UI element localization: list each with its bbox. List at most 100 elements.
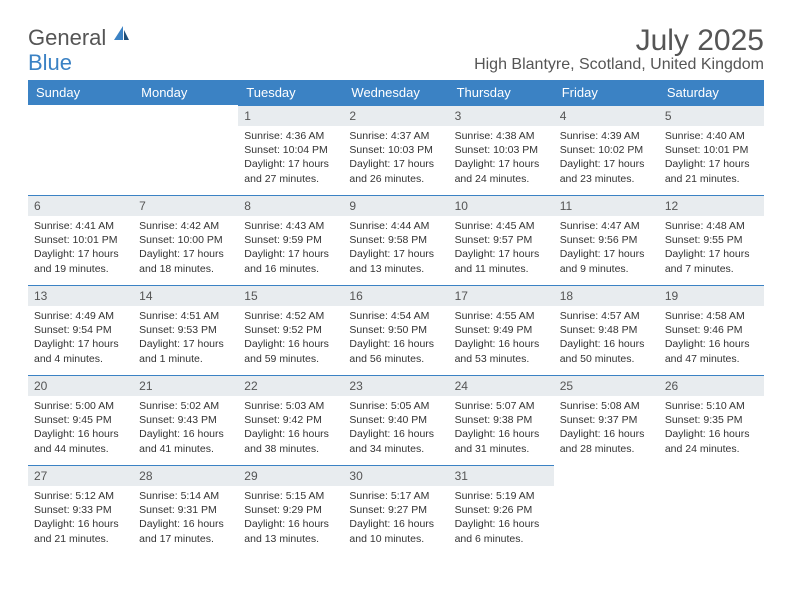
calendar-day-cell: 14Sunrise: 4:51 AMSunset: 9:53 PMDayligh… [133,285,238,375]
day-number: 5 [659,105,764,126]
day-details: Sunrise: 4:49 AMSunset: 9:54 PMDaylight:… [28,306,133,370]
sunset-text: Sunset: 9:42 PM [244,413,337,427]
day-details: Sunrise: 5:02 AMSunset: 9:43 PMDaylight:… [133,396,238,460]
sunrise-text: Sunrise: 5:10 AM [665,399,758,413]
calendar-day-cell: 28Sunrise: 5:14 AMSunset: 9:31 PMDayligh… [133,465,238,555]
day-number: 10 [449,195,554,216]
month-title: July 2025 [474,24,764,58]
day-number: 24 [449,375,554,396]
day-details: Sunrise: 5:15 AMSunset: 9:29 PMDaylight:… [238,486,343,550]
calendar-day-cell [554,465,659,555]
daylight-text: Daylight: 16 hours and 59 minutes. [244,337,337,365]
sunrise-text: Sunrise: 4:48 AM [665,219,758,233]
sunset-text: Sunset: 9:37 PM [560,413,653,427]
sunset-text: Sunset: 9:55 PM [665,233,758,247]
day-number: 9 [343,195,448,216]
day-details: Sunrise: 4:51 AMSunset: 9:53 PMDaylight:… [133,306,238,370]
calendar-table: Sunday Monday Tuesday Wednesday Thursday… [28,80,764,555]
sunrise-text: Sunrise: 4:39 AM [560,129,653,143]
sunset-text: Sunset: 9:29 PM [244,503,337,517]
sunset-text: Sunset: 9:31 PM [139,503,232,517]
sunset-text: Sunset: 10:02 PM [560,143,653,157]
calendar-day-cell: 23Sunrise: 5:05 AMSunset: 9:40 PMDayligh… [343,375,448,465]
sunset-text: Sunset: 9:43 PM [139,413,232,427]
day-details: Sunrise: 4:41 AMSunset: 10:01 PMDaylight… [28,216,133,280]
daylight-text: Daylight: 17 hours and 4 minutes. [34,337,127,365]
daylight-text: Daylight: 16 hours and 10 minutes. [349,517,442,545]
sunset-text: Sunset: 10:00 PM [139,233,232,247]
day-number: 16 [343,285,448,306]
sunset-text: Sunset: 9:45 PM [34,413,127,427]
day-number: 8 [238,195,343,216]
day-details: Sunrise: 4:52 AMSunset: 9:52 PMDaylight:… [238,306,343,370]
sunset-text: Sunset: 9:26 PM [455,503,548,517]
sunset-text: Sunset: 9:33 PM [34,503,127,517]
sunrise-text: Sunrise: 4:58 AM [665,309,758,323]
day-details: Sunrise: 4:40 AMSunset: 10:01 PMDaylight… [659,126,764,190]
sunset-text: Sunset: 9:46 PM [665,323,758,337]
daylight-text: Daylight: 17 hours and 7 minutes. [665,247,758,275]
calendar-day-cell [133,105,238,195]
sunset-text: Sunset: 9:50 PM [349,323,442,337]
sunrise-text: Sunrise: 5:05 AM [349,399,442,413]
sunrise-text: Sunrise: 5:00 AM [34,399,127,413]
daylight-text: Daylight: 17 hours and 26 minutes. [349,157,442,185]
calendar-day-cell: 11Sunrise: 4:47 AMSunset: 9:56 PMDayligh… [554,195,659,285]
day-details: Sunrise: 4:57 AMSunset: 9:48 PMDaylight:… [554,306,659,370]
sunset-text: Sunset: 9:27 PM [349,503,442,517]
sunset-text: Sunset: 10:01 PM [34,233,127,247]
sunrise-text: Sunrise: 4:38 AM [455,129,548,143]
calendar-week-row: 13Sunrise: 4:49 AMSunset: 9:54 PMDayligh… [28,285,764,375]
sunrise-text: Sunrise: 4:40 AM [665,129,758,143]
sunset-text: Sunset: 9:52 PM [244,323,337,337]
calendar-day-cell: 31Sunrise: 5:19 AMSunset: 9:26 PMDayligh… [449,465,554,555]
logo-sail-icon [110,24,132,51]
day-number: 15 [238,285,343,306]
day-number: 25 [554,375,659,396]
daylight-text: Daylight: 17 hours and 24 minutes. [455,157,548,185]
day-number: 31 [449,465,554,486]
sunrise-text: Sunrise: 4:45 AM [455,219,548,233]
sunset-text: Sunset: 9:48 PM [560,323,653,337]
day-details: Sunrise: 4:45 AMSunset: 9:57 PMDaylight:… [449,216,554,280]
sunrise-text: Sunrise: 4:37 AM [349,129,442,143]
day-header: Sunday [28,80,133,105]
daylight-text: Daylight: 16 hours and 56 minutes. [349,337,442,365]
day-details: Sunrise: 5:19 AMSunset: 9:26 PMDaylight:… [449,486,554,550]
sunset-text: Sunset: 10:03 PM [455,143,548,157]
day-header: Wednesday [343,80,448,105]
day-number: 26 [659,375,764,396]
daylight-text: Daylight: 16 hours and 13 minutes. [244,517,337,545]
day-details: Sunrise: 4:37 AMSunset: 10:03 PMDaylight… [343,126,448,190]
calendar-day-cell [28,105,133,195]
day-number: 12 [659,195,764,216]
day-details: Sunrise: 4:44 AMSunset: 9:58 PMDaylight:… [343,216,448,280]
logo: General [28,24,134,51]
day-number: 1 [238,105,343,126]
day-number: 20 [28,375,133,396]
sunset-text: Sunset: 9:54 PM [34,323,127,337]
day-header-row: Sunday Monday Tuesday Wednesday Thursday… [28,80,764,105]
sunrise-text: Sunrise: 5:08 AM [560,399,653,413]
day-details: Sunrise: 5:10 AMSunset: 9:35 PMDaylight:… [659,396,764,460]
day-details: Sunrise: 4:39 AMSunset: 10:02 PMDaylight… [554,126,659,190]
day-number: 19 [659,285,764,306]
day-number: 4 [554,105,659,126]
daylight-text: Daylight: 17 hours and 9 minutes. [560,247,653,275]
sunset-text: Sunset: 9:58 PM [349,233,442,247]
sunset-text: Sunset: 9:40 PM [349,413,442,427]
calendar-week-row: 27Sunrise: 5:12 AMSunset: 9:33 PMDayligh… [28,465,764,555]
day-header: Thursday [449,80,554,105]
daylight-text: Daylight: 16 hours and 44 minutes. [34,427,127,455]
day-details: Sunrise: 5:07 AMSunset: 9:38 PMDaylight:… [449,396,554,460]
daylight-text: Daylight: 16 hours and 53 minutes. [455,337,548,365]
sunrise-text: Sunrise: 5:19 AM [455,489,548,503]
sunrise-text: Sunrise: 4:49 AM [34,309,127,323]
day-number: 18 [554,285,659,306]
calendar-body: 1Sunrise: 4:36 AMSunset: 10:04 PMDayligh… [28,105,764,555]
calendar-week-row: 1Sunrise: 4:36 AMSunset: 10:04 PMDayligh… [28,105,764,195]
sunrise-text: Sunrise: 4:47 AM [560,219,653,233]
calendar-day-cell: 13Sunrise: 4:49 AMSunset: 9:54 PMDayligh… [28,285,133,375]
sunset-text: Sunset: 9:56 PM [560,233,653,247]
sunrise-text: Sunrise: 4:42 AM [139,219,232,233]
